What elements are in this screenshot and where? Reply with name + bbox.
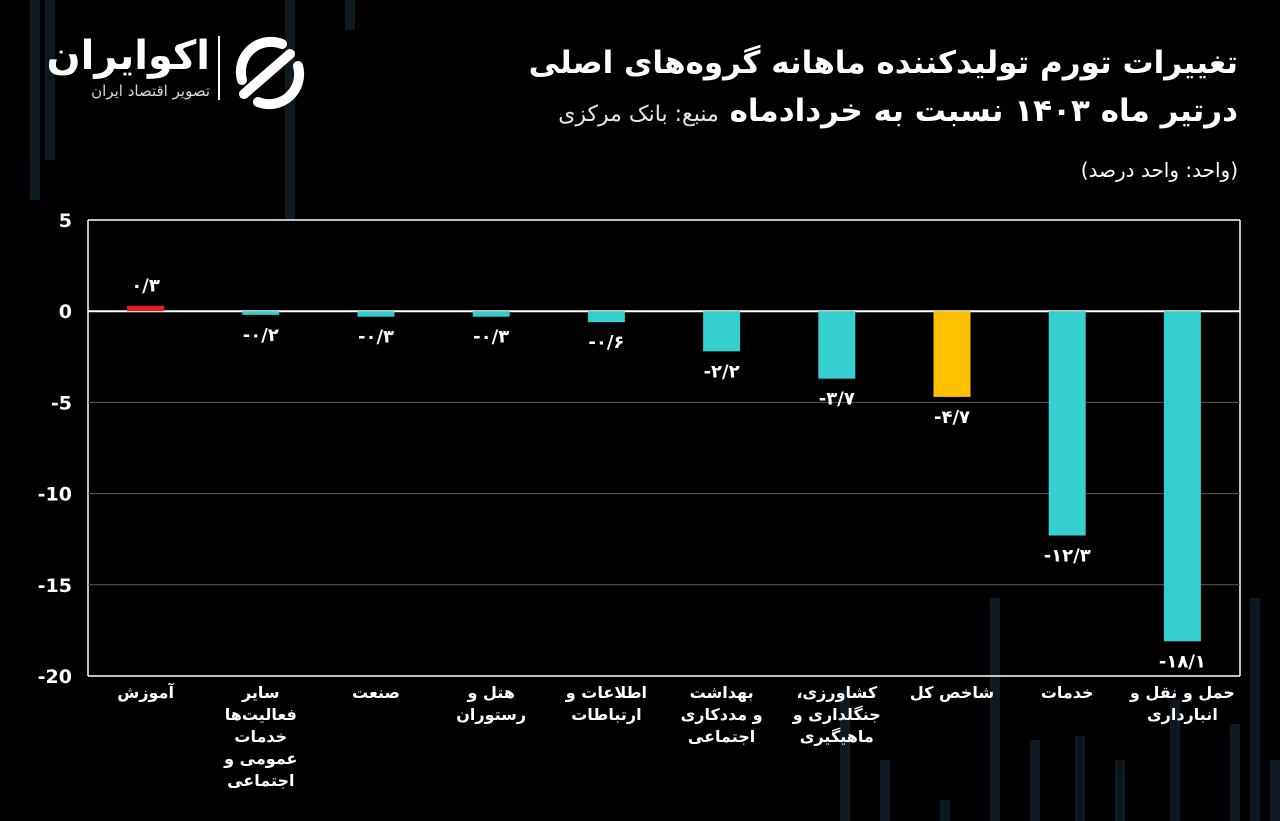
category-label: حمل و نقل و: [1129, 683, 1235, 702]
bg-candle: [1250, 598, 1260, 821]
data-label: -۰/۳: [358, 327, 394, 348]
category-label: انبارداری: [1147, 705, 1218, 724]
bar: [242, 311, 280, 315]
bar: [357, 311, 395, 317]
chart-unit: (واحد: واحد درصد): [1080, 158, 1238, 182]
category-label: شاخص کل: [910, 683, 994, 702]
chart-source: منبع: بانک مرکزی: [558, 102, 719, 127]
data-label: -۰/۲: [243, 325, 279, 346]
bar: [703, 311, 741, 352]
y-tick-label: -20: [38, 666, 72, 688]
y-tick-label: -10: [38, 484, 72, 506]
bg-candle: [30, 0, 40, 200]
chart-title-line1: تغییرات تورم تولیدکننده ماهانه گروه‌های …: [528, 45, 1238, 81]
chart-title-line2-text: درتیر ماه ۱۴۰۳ نسبت به خردادماه: [729, 93, 1238, 129]
chart-title-block: تغییرات تورم تولیدکننده ماهانه گروه‌های …: [529, 40, 1238, 140]
category-label: ماهیگیری: [800, 727, 874, 746]
bg-candle: [1075, 736, 1085, 821]
bg-candle: [990, 598, 1000, 821]
bg-candle: [1115, 760, 1125, 821]
bg-candle: [940, 800, 950, 821]
category-label: بهداشت: [690, 683, 754, 702]
data-label: -۳/۷: [819, 389, 855, 410]
chart-title-line2: درتیر ماه ۱۴۰۳ نسبت به خردادماه منبع: با…: [529, 86, 1238, 140]
bg-candle: [285, 0, 295, 220]
bar: [472, 311, 510, 317]
data-label: -۱۲/۳: [1044, 546, 1091, 567]
data-label: -۰/۶: [588, 332, 624, 353]
category-label: اجتماعی: [227, 771, 294, 790]
category-label: اجتماعی: [688, 727, 755, 746]
bar: [1048, 311, 1086, 536]
category-label: خدمات: [1041, 683, 1094, 702]
bg-candle: [1170, 700, 1180, 821]
bar: [818, 311, 856, 379]
data-label: -۴/۷: [934, 407, 970, 428]
brand-name: اکوایران: [46, 33, 210, 79]
bg-candle: [345, 0, 355, 30]
data-label: -۱۸/۱: [1159, 651, 1206, 672]
bar: [127, 305, 165, 312]
category-label: هتل و: [466, 683, 514, 702]
bg-candle: [45, 0, 55, 160]
brand-divider: [218, 36, 220, 100]
category-label: کشاورزی،: [796, 683, 877, 702]
y-tick-label: 0: [59, 301, 72, 323]
data-label: -۲/۲: [704, 361, 740, 382]
category-label: سایر: [241, 683, 280, 702]
y-tick-label: 5: [59, 210, 72, 232]
bg-candle: [1230, 724, 1240, 821]
bg-candle: [1030, 740, 1040, 821]
data-label: ۰/۳: [131, 276, 160, 297]
bg-candle: [1270, 760, 1280, 821]
bar: [933, 311, 971, 397]
category-label: فعالیت‌ها: [225, 705, 297, 724]
brand-logo-icon: [235, 36, 305, 110]
category-label: رستوران: [456, 705, 526, 724]
data-label: -۰/۳: [473, 327, 509, 348]
category-label: اطلاعات و: [565, 683, 647, 702]
category-label: و مددکاری: [681, 705, 763, 724]
bg-candle: [840, 690, 850, 821]
category-label: خدمات: [234, 727, 287, 746]
category-label: عمومی و: [223, 749, 297, 768]
category-label: صنعت: [352, 683, 400, 702]
bar: [587, 311, 625, 323]
category-label: جنگلداری و: [792, 705, 881, 724]
y-tick-label: -15: [38, 575, 72, 597]
category-label: ارتباطات: [571, 705, 641, 724]
bar: [1163, 311, 1201, 642]
brand-tagline: تصویر اقتصاد ایران: [91, 82, 210, 100]
y-tick-label: -5: [51, 392, 72, 414]
bg-candle: [880, 760, 890, 821]
category-label: آموزش: [117, 682, 174, 702]
